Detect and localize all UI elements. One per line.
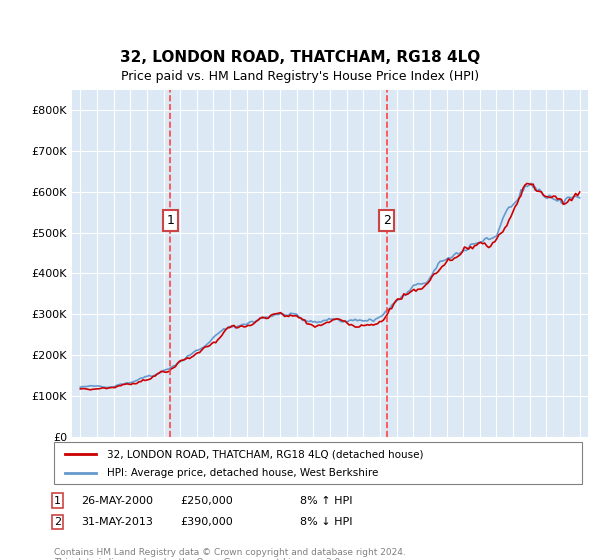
Text: 8% ↓ HPI: 8% ↓ HPI [300,517,353,527]
Text: Contains HM Land Registry data © Crown copyright and database right 2024.
This d: Contains HM Land Registry data © Crown c… [54,548,406,560]
Text: HPI: Average price, detached house, West Berkshire: HPI: Average price, detached house, West… [107,468,378,478]
Text: £250,000: £250,000 [180,496,233,506]
Text: 1: 1 [54,496,61,506]
Text: 1: 1 [166,214,174,227]
Text: 2: 2 [383,214,391,227]
FancyBboxPatch shape [54,442,582,484]
Text: 31-MAY-2013: 31-MAY-2013 [81,517,153,527]
Text: £390,000: £390,000 [180,517,233,527]
Text: 26-MAY-2000: 26-MAY-2000 [81,496,153,506]
Text: 8% ↑ HPI: 8% ↑ HPI [300,496,353,506]
Text: 2: 2 [54,517,61,527]
Text: Price paid vs. HM Land Registry's House Price Index (HPI): Price paid vs. HM Land Registry's House … [121,70,479,83]
Text: 32, LONDON ROAD, THATCHAM, RG18 4LQ: 32, LONDON ROAD, THATCHAM, RG18 4LQ [120,50,480,66]
Text: 32, LONDON ROAD, THATCHAM, RG18 4LQ (detached house): 32, LONDON ROAD, THATCHAM, RG18 4LQ (det… [107,449,424,459]
